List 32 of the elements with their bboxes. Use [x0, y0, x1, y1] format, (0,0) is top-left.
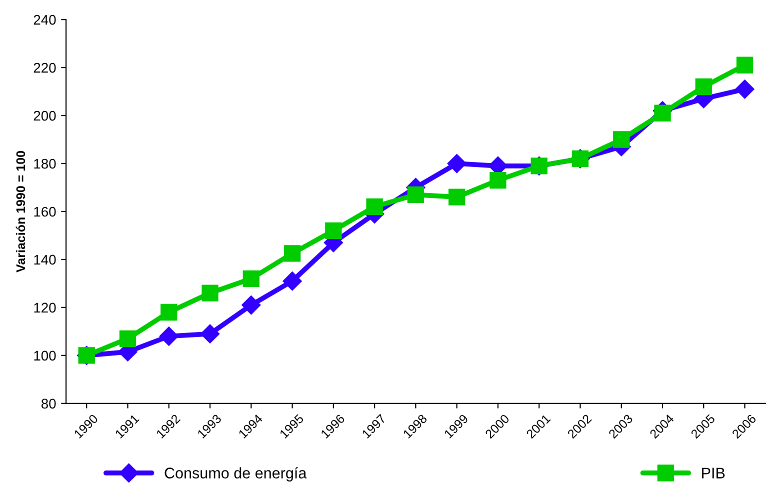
- point: [654, 104, 671, 122]
- point: [735, 80, 754, 99]
- point: [695, 78, 712, 96]
- y-tick-label: 180: [34, 158, 56, 169]
- point: [119, 330, 136, 347]
- point: [613, 131, 630, 148]
- point: [736, 56, 754, 74]
- point: [242, 296, 261, 315]
- legend-label: Consumo de energía: [164, 467, 307, 482]
- point: [160, 304, 178, 321]
- point: [366, 198, 383, 216]
- point: [325, 222, 342, 240]
- y-tick-label: 160: [34, 206, 56, 217]
- point: [284, 245, 301, 262]
- point: [448, 188, 466, 206]
- point: [282, 272, 302, 291]
- point: [202, 284, 218, 302]
- y-tick-label: 220: [34, 62, 56, 73]
- legend-label: PIB: [702, 468, 725, 478]
- y-tick-label: 200: [34, 110, 56, 121]
- point: [407, 186, 424, 204]
- point: [490, 172, 506, 189]
- y-tick-label: 240: [34, 14, 56, 25]
- point: [447, 154, 466, 174]
- y-tick-label: 100: [34, 350, 56, 361]
- point: [242, 270, 260, 288]
- point: [200, 324, 220, 344]
- point: [159, 326, 178, 346]
- y-tick-label: 80: [41, 398, 56, 409]
- y-tick-label: 140: [34, 254, 56, 265]
- y-axis-title: Variación 1990 = 100: [16, 151, 26, 272]
- y-tick-label: 120: [34, 302, 56, 313]
